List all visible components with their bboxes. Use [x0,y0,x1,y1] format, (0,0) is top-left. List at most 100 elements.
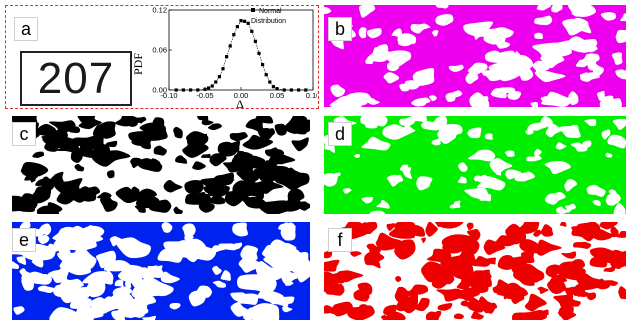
pattern-blob [236,169,261,183]
pattern-blob [134,204,146,213]
pattern-blob [463,21,494,37]
pattern-blob [212,280,226,288]
pattern-blob [555,142,567,150]
pattern-blob [556,206,570,214]
pattern-blob [544,161,571,175]
pattern-blob [458,162,468,172]
pattern-blob [571,5,596,17]
data-point [297,88,301,92]
pattern-blob [386,314,405,320]
pattern-blob [41,202,63,214]
pattern-blob [556,261,581,281]
pattern-blob [90,280,103,292]
pattern-blob [350,251,362,257]
pattern-blob [291,137,309,152]
pattern-blob [337,270,364,283]
pattern-blob [152,117,161,125]
pattern-blob [56,141,80,153]
pattern-blob [411,116,427,123]
pattern-blob [77,116,95,124]
pattern-blob [519,239,540,254]
pattern-blob [343,188,352,194]
pattern-blob [42,176,52,184]
pattern-blob [442,241,466,254]
pattern-blob [186,134,199,151]
legend: Normal Distribution [251,8,286,25]
pattern-blob [285,167,301,182]
pattern-blob [620,13,626,22]
pattern-blob [361,196,374,204]
pattern-blob [169,302,181,310]
pattern-blob [263,160,274,174]
pattern-blob [179,245,217,261]
pattern-blob [468,282,489,294]
panel-a-frame [5,5,319,109]
pattern-blob [465,72,479,85]
pattern-blob [328,304,344,315]
pattern-blob [448,64,464,72]
y-tick-label: 0.12 [152,6,167,15]
pattern-blob [618,286,626,300]
pattern-blob [80,314,93,320]
pattern-blob [573,241,592,249]
pattern-blob [571,222,586,236]
pattern-blob [245,185,264,200]
pattern-blob [483,239,506,255]
pattern-blob [48,120,76,135]
pattern-blob [570,142,588,152]
pattern-blob [453,313,465,320]
pattern-blob [564,297,581,307]
pattern-blob [277,296,295,305]
pattern-blob [209,195,226,205]
pattern-blob [426,248,452,264]
pattern-blob [274,123,287,136]
x-tick-label: -0.10 [160,91,177,100]
pattern-blob [455,287,480,300]
pdf-points [174,19,308,92]
pattern-blob [116,237,151,259]
data-point [228,44,232,48]
pattern-blob [382,124,412,140]
pattern-blob [386,223,397,231]
pattern-blob [558,304,574,319]
pattern-blob [541,309,549,316]
pattern-blob [431,274,449,289]
pattern-blob [540,49,550,63]
pattern-blob [600,12,617,21]
pattern-blob [285,280,294,286]
panel-d-pattern [324,116,626,214]
pattern-blob [399,116,416,126]
pattern-blob [595,278,611,290]
pattern-blob [415,297,430,312]
pattern-blob [92,124,108,139]
panel-a-label: a [14,17,38,41]
pattern-blob [232,180,251,197]
pattern-blob [511,310,548,320]
pattern-blob [197,116,209,122]
pattern-blob [52,227,76,241]
data-point [271,85,275,89]
pattern-blob [200,177,227,190]
data-point [210,84,214,88]
pdf-chart: -0.10 -0.05 0.00 0.05 0.10 0.00 0.06 0.12 PDF Δ… [133,6,317,111]
pattern-blob [81,232,104,247]
pattern-blob [599,98,622,107]
pattern-blob [160,271,180,284]
pattern-blob [608,189,617,196]
pattern-blob [533,229,542,237]
data-point [257,51,261,55]
pattern-blob [324,173,338,187]
data-point [214,80,218,84]
pattern-blob [76,186,101,200]
pattern-blob [142,315,157,320]
pattern-blob [182,223,196,238]
panel-f-label: f [328,228,352,252]
pattern-blob [218,243,240,251]
pattern-blob [361,136,391,151]
pattern-blob [437,128,457,145]
pattern-blob [125,239,136,247]
pattern-blob [402,167,412,179]
pattern-blob [586,60,597,71]
pattern-blob [99,121,116,139]
pdf-curve [176,20,306,91]
